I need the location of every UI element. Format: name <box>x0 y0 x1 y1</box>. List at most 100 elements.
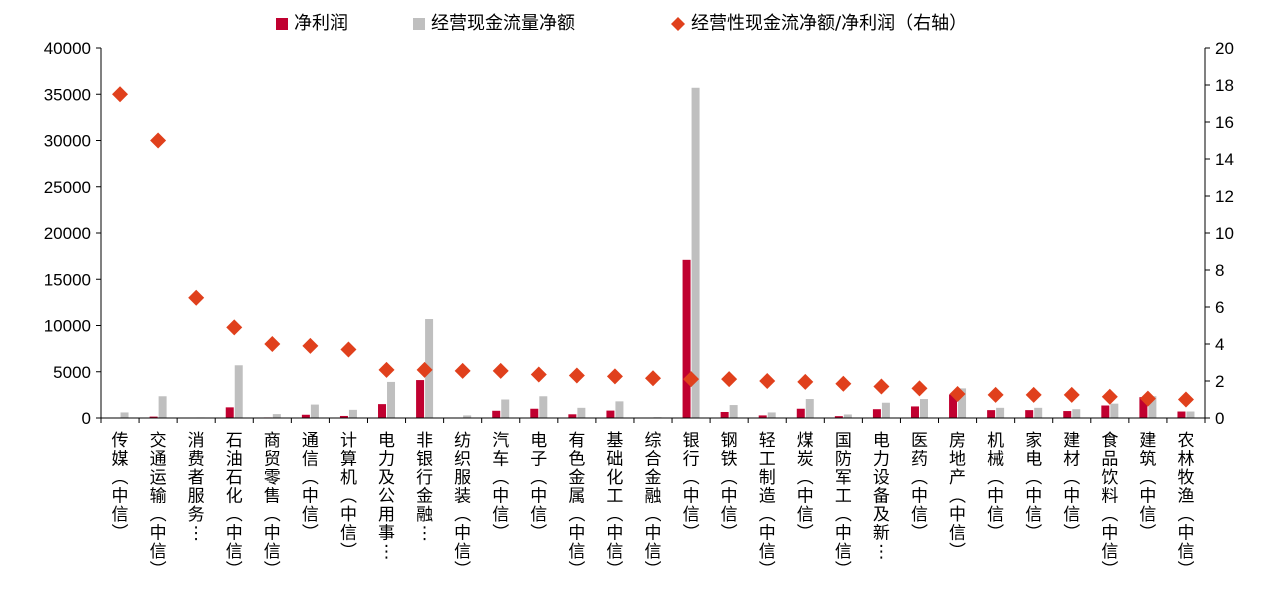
net-profit-bar <box>339 415 348 418</box>
ratio-marker <box>150 132 167 149</box>
category-label: 综合金融︵中信︶ <box>645 431 662 581</box>
right-tick-label: 8 <box>1215 261 1224 280</box>
ratio-marker <box>340 341 357 358</box>
ratio-marker <box>797 373 814 390</box>
ratio-marker <box>606 368 623 385</box>
operating-cash-flow-bar <box>958 388 967 418</box>
ratio-marker <box>454 362 471 379</box>
net-profit-bar <box>378 404 387 418</box>
net-profit-bar <box>834 416 843 418</box>
legend: 净利润 经营现金流量净额 经营性现金流净额/净利润（右轴） <box>276 13 967 34</box>
ratio-marker <box>1139 390 1156 407</box>
ratio-marker <box>188 289 205 306</box>
category-label: 非银行金融⋮ <box>416 431 433 544</box>
ratio-marker <box>302 337 319 354</box>
ratio-marker <box>264 336 281 352</box>
left-tick-label: 35000 <box>44 85 91 104</box>
operating-cash-flow-bar <box>501 399 510 418</box>
operating-cash-flow-bar <box>539 396 548 418</box>
operating-cash-flow-bar <box>881 402 890 418</box>
ratio-marker <box>112 86 129 103</box>
right-tick-label: 18 <box>1215 76 1234 95</box>
category-label: 交通运输︵中信︶ <box>150 431 167 581</box>
ratio-marker <box>645 370 661 387</box>
ratio-marker <box>759 373 776 389</box>
operating-cash-flow-bar <box>919 399 928 418</box>
left-tick-label: 15000 <box>44 270 91 289</box>
net-profit-bar <box>1101 405 1110 418</box>
right-tick-label: 0 <box>1215 409 1224 428</box>
ratio-marker <box>949 385 966 402</box>
bars <box>111 87 1195 419</box>
left-tick-label: 20000 <box>44 224 91 243</box>
category-label: 轻工制造︵中信︶ <box>759 431 776 581</box>
ratio-marker <box>721 371 738 388</box>
right-y-axis: 0 2 4 6 8 10 12 14 16 18 20 <box>1204 39 1234 428</box>
operating-cash-flow-bar <box>577 407 586 418</box>
operating-cash-flow-bar <box>843 414 852 418</box>
net-profit-bar <box>568 414 577 418</box>
operating-cash-flow-bar <box>1072 409 1081 418</box>
legend-label-net-profit: 净利润 <box>294 13 348 34</box>
ratio-marker <box>492 362 509 379</box>
operating-cash-flow-bar <box>348 409 357 418</box>
operating-cash-flow-bar <box>1034 407 1043 418</box>
right-tick-label: 6 <box>1215 298 1224 317</box>
net-profit-bar <box>1177 411 1186 418</box>
category-label: 国防军工︵中信︶ <box>835 431 852 581</box>
net-profit-bar <box>492 410 501 418</box>
category-label: 钢铁︵中信︶ <box>721 431 738 544</box>
right-tick-label: 10 <box>1215 224 1234 243</box>
operating-cash-flow-bar <box>615 401 624 418</box>
category-label: 纺织服装︵中信︶ <box>454 431 471 581</box>
left-y-axis: 0 5000 10000 15000 20000 25000 30000 35000 40000 <box>44 39 102 428</box>
net-profit-bar <box>530 408 539 418</box>
category-label: 食品饮料︵中信︶ <box>1101 431 1118 581</box>
category-label: 通信︵中信︶ <box>302 431 319 544</box>
operating-cash-flow-bar <box>387 381 396 418</box>
ratio-marker <box>568 367 585 384</box>
ratio-marker <box>1101 388 1118 405</box>
net-profit-bar <box>149 416 158 418</box>
ratio-marker <box>911 380 928 397</box>
operating-cash-flow-bar <box>691 87 700 419</box>
category-label: 电力设备及新⋮ <box>873 431 890 562</box>
legend-swatch-operating-cash-flow <box>413 18 425 30</box>
category-label: 房地产︵中信︶ <box>949 431 966 562</box>
ratio-marker <box>530 366 547 383</box>
net-profit-bar <box>416 380 425 418</box>
right-tick-label: 14 <box>1215 150 1234 169</box>
ratio-marker <box>226 319 243 336</box>
ratio-marker <box>378 361 395 378</box>
left-tick-label: 30000 <box>44 132 91 151</box>
left-tick-label: 5000 <box>53 363 91 382</box>
net-profit-bar <box>1063 411 1072 418</box>
right-tick-label: 16 <box>1215 113 1234 132</box>
operating-cash-flow-bar <box>805 399 814 418</box>
category-label: 电力及公用事⋮ <box>378 431 395 562</box>
category-label: 汽车︵中信︶ <box>492 431 509 544</box>
operating-cash-flow-bar <box>1148 396 1157 418</box>
x-axis: 传媒︵中信︶ 交通运输︵中信︶ 消费者服务⋮ 石油石化︵中信︶ 商贸零售︵中信︶ 通信︵中… <box>100 417 1206 581</box>
ratio-marker <box>683 371 700 388</box>
category-label: 建筑︵中信︶ <box>1139 431 1156 544</box>
category-label: 基础化工︵中信︶ <box>606 431 623 581</box>
right-tick-label: 4 <box>1215 335 1224 354</box>
category-label: 电子︵中信︶ <box>530 431 547 544</box>
net-profit-bar <box>987 410 996 418</box>
ratio-marker <box>1063 386 1080 403</box>
right-tick-label: 12 <box>1215 187 1234 206</box>
legend-label-ratio: 经营性现金流净额/净利润（右轴） <box>691 13 967 34</box>
left-tick-label: 40000 <box>44 39 91 58</box>
net-profit-bar <box>606 410 615 418</box>
category-label: 煤炭︵中信︶ <box>797 431 814 544</box>
net-profit-bar <box>758 415 767 418</box>
category-label: 消费者服务⋮ <box>188 431 205 544</box>
legend-label-operating-cash-flow: 经营现金流量净额 <box>431 13 575 34</box>
net-profit-bar <box>301 414 310 418</box>
operating-cash-flow-bar <box>234 365 243 418</box>
operating-cash-flow-bar <box>1110 403 1119 418</box>
category-label: 农林牧渔︵中信︶ <box>1177 431 1194 581</box>
left-tick-label: 0 <box>82 409 91 428</box>
